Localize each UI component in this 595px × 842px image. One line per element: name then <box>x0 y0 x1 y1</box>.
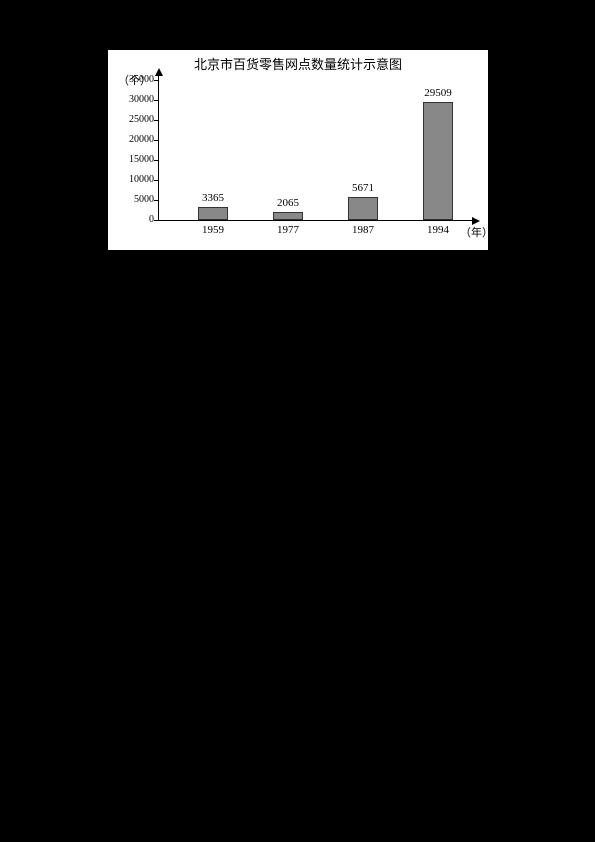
ytick-label: 5000 <box>114 194 154 205</box>
bar <box>348 197 378 220</box>
ytick-label: 10000 <box>114 174 154 185</box>
y-axis <box>158 74 159 220</box>
ytick-mark <box>154 180 158 181</box>
bar-value-label: 3365 <box>183 192 243 204</box>
ytick-mark <box>154 160 158 161</box>
ytick-mark <box>154 220 158 221</box>
page-root: 北京市百货零售网点数量统计示意图 （个） 0500010000150002000… <box>0 0 595 842</box>
ytick-mark <box>154 140 158 141</box>
y-axis-arrow-icon <box>155 68 163 76</box>
ytick-mark <box>154 80 158 81</box>
ytick-label: 0 <box>114 214 154 225</box>
x-axis <box>158 220 474 221</box>
ytick-label: 30000 <box>114 94 154 105</box>
xtick-label: 1959 <box>188 224 238 236</box>
plot-area: 0500010000150002000025000300003500033651… <box>158 80 468 220</box>
ytick-label: 15000 <box>114 154 154 165</box>
ytick-mark <box>154 100 158 101</box>
ytick-label: 25000 <box>114 114 154 125</box>
xtick-label: 1977 <box>263 224 313 236</box>
bar-value-label: 29509 <box>408 87 468 99</box>
chart-panel: 北京市百货零售网点数量统计示意图 （个） 0500010000150002000… <box>108 50 488 250</box>
xtick-label: 1994 <box>413 224 463 236</box>
ytick-mark <box>154 200 158 201</box>
ytick-label: 20000 <box>114 134 154 145</box>
bar-value-label: 2065 <box>258 197 318 209</box>
xtick-label: 1987 <box>338 224 388 236</box>
x-axis-unit: （年） <box>460 224 493 240</box>
bar <box>273 212 303 220</box>
chart-title: 北京市百货零售网点数量统计示意图 <box>108 54 488 73</box>
ytick-label: 35000 <box>114 74 154 85</box>
bar <box>423 102 453 220</box>
bar-value-label: 5671 <box>333 182 393 194</box>
bar <box>198 207 228 220</box>
ytick-mark <box>154 120 158 121</box>
